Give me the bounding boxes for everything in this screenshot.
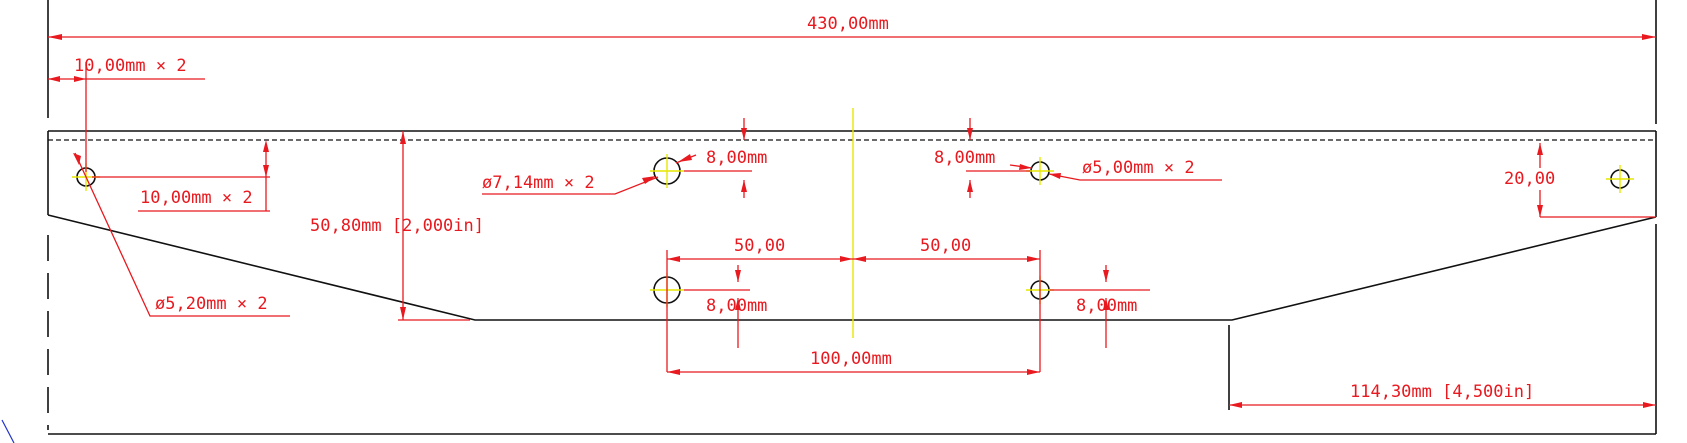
label-spacing-left: 50,00	[734, 236, 785, 256]
label-hole-dia-5: ø5,00mm × 2	[1082, 158, 1195, 178]
dimension-lines	[48, 34, 1656, 408]
label-overall-length: 430,00mm	[807, 14, 889, 34]
blue-mark	[1, 419, 15, 443]
label-edge-offset-x: 10,00mm × 2	[74, 56, 187, 76]
label-hole-offset-left-bottom: 8,00mm	[706, 296, 767, 316]
hole-5-top	[1026, 157, 1054, 185]
label-hole-offset-right-bottom: 8,00mm	[1076, 296, 1137, 316]
hole-714-top	[650, 154, 684, 188]
label-hole-offset-right-top: 8,00mm	[934, 148, 995, 168]
label-hole-dia-714: ø7,14mm × 2	[482, 173, 595, 193]
dimension-labels: 430,00mm 10,00mm × 2 10,00mm × 2 ø5,20mm…	[74, 14, 1555, 402]
label-hole-dia-small: ø5,20mm × 2	[155, 294, 268, 314]
hole-right-edge	[1606, 165, 1634, 193]
label-taper-length: 114,30mm [4,500in]	[1350, 382, 1534, 402]
label-spacing-total: 100,00mm	[810, 349, 892, 369]
label-height: 50,80mm [2,000in]	[310, 216, 484, 236]
label-underlines	[74, 79, 1520, 194]
tapered-bottom-edge	[47, 214, 1657, 321]
label-right-hole-height: 20,00	[1504, 169, 1555, 189]
label-spacing-right: 50,00	[920, 236, 971, 256]
label-hole-offset-left-top: 8,00mm	[706, 148, 767, 168]
label-edge-offset-y: 10,00mm × 2	[140, 188, 253, 208]
